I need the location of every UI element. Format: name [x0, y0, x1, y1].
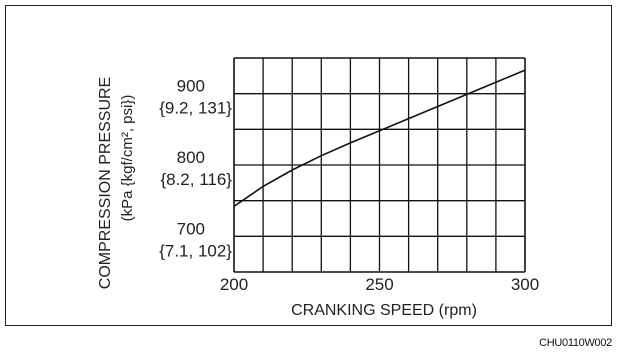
series-layer [233, 69, 526, 208]
series-line [233, 69, 526, 208]
y-axis-label: COMPRESSION PRESSURE [97, 77, 114, 289]
y-tick-label: 800 [177, 148, 205, 167]
y-tick-label: 700 [177, 219, 205, 238]
y-tick-labels: 900 {9.2, 131} 800 {8.2, 116} 700 {7.1, 102} [159, 77, 232, 261]
figure-code: CHU0110W002 [539, 337, 612, 349]
x-axis-label: CRANKING SPEED (rpm) [291, 302, 477, 319]
y-tick-label: 900 [177, 77, 205, 96]
y-tick-sublabel: {8.2, 116} [160, 170, 232, 189]
y-tick-sublabel: {9.2, 131} [159, 99, 232, 118]
y-tick-sublabel: {7.1, 102} [159, 241, 232, 260]
x-tick-labels: 200 250 300 [220, 275, 539, 294]
x-tick-label: 250 [365, 275, 393, 294]
y-axis-unit-label: (kPa {kgf/cm², psi}) [119, 95, 136, 222]
x-tick-label: 200 [220, 275, 248, 294]
grid [233, 57, 526, 273]
x-tick-label: 300 [511, 275, 539, 294]
figure-frame [5, 5, 612, 326]
